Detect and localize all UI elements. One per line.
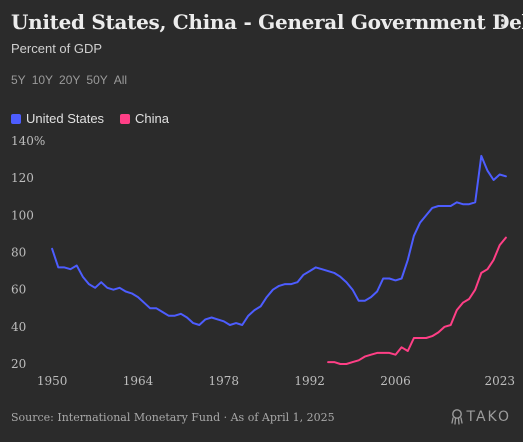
x-tick-label: 1964 <box>123 374 154 388</box>
chart-subtitle: Percent of GDP <box>11 41 103 56</box>
x-tick-label: 1978 <box>209 374 240 388</box>
legend-item-united-states[interactable]: United States <box>11 111 104 126</box>
legend-swatch-china <box>120 113 131 124</box>
legend-label-united-states: United States <box>26 111 105 126</box>
range-button-all[interactable]: All <box>113 73 128 87</box>
legend-swatch-united-states <box>11 113 21 124</box>
y-tick-label: 120 <box>11 171 34 185</box>
x-tick-label: 2006 <box>380 374 411 388</box>
y-tick-label: 20 <box>11 357 26 371</box>
y-tick-label: 80 <box>11 246 26 260</box>
range-button-20y[interactable]: 20Y <box>59 73 81 87</box>
y-tick-label: 40 <box>11 320 26 334</box>
x-tick-label: 1950 <box>37 374 68 388</box>
tako-logo-icon <box>450 409 463 425</box>
range-button-5y[interactable]: 5Y <box>11 73 26 87</box>
logo-text: TAKO <box>466 409 511 425</box>
series-line-china[interactable] <box>327 236 507 365</box>
tako-logo[interactable]: TAKO <box>450 409 511 425</box>
time-range-selector: 5Y 10Y 20Y 50Y All <box>11 73 127 87</box>
legend-item-china[interactable]: China <box>120 111 169 126</box>
series-line-united-states[interactable] <box>51 154 507 326</box>
range-button-10y[interactable]: 10Y <box>31 73 54 87</box>
y-tick-label: 100 <box>11 208 34 222</box>
y-tick-label: 60 <box>11 283 26 297</box>
x-tick-label: 2023 <box>484 374 515 388</box>
range-button-50y[interactable]: 50Y <box>86 73 108 87</box>
y-tick-label: 140% <box>11 134 45 148</box>
x-tick-label: 1992 <box>294 374 325 388</box>
y-axis: 20 40 60 80 100 120 140% <box>11 134 45 371</box>
x-axis: 1950 1964 1978 1992 2006 2023 <box>37 374 515 388</box>
vertical-ellipsis-icon[interactable] <box>495 12 509 32</box>
chart-legend: United States China <box>11 111 169 126</box>
chart-title: United States, China - General Governmen… <box>11 10 523 34</box>
source-note: Source: International Monetary Fund · As… <box>11 411 335 424</box>
series-group <box>51 154 507 365</box>
legend-label-china: China <box>135 111 170 126</box>
